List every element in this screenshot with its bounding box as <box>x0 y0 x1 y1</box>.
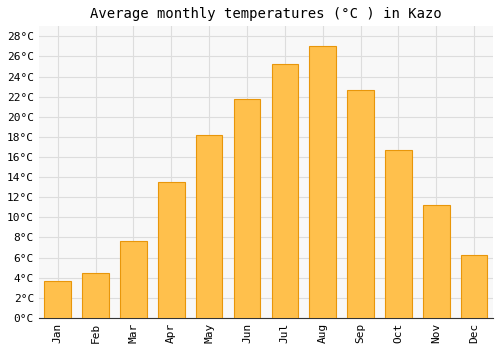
Bar <box>44 281 71 318</box>
Bar <box>120 240 146 318</box>
Bar <box>385 150 411 318</box>
Bar <box>423 205 450 318</box>
Bar <box>348 90 374 318</box>
Bar <box>310 47 336 318</box>
Bar <box>158 182 184 318</box>
Bar <box>272 64 298 318</box>
Bar <box>461 254 487 318</box>
Title: Average monthly temperatures (°C ) in Kazo: Average monthly temperatures (°C ) in Ka… <box>90 7 442 21</box>
Bar <box>234 99 260 318</box>
Bar <box>196 135 222 318</box>
Bar <box>82 273 109 318</box>
